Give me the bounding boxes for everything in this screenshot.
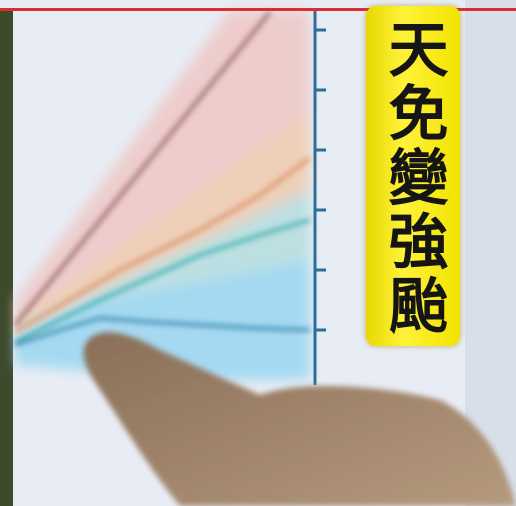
trend-lines: [13, 11, 311, 347]
screen-edge: [465, 0, 516, 506]
left-strip: [0, 10, 13, 506]
top-border: [0, 8, 516, 11]
pointing-hand: [83, 332, 516, 506]
caption: 天免變強颱: [366, 6, 460, 346]
axis: [313, 10, 326, 385]
